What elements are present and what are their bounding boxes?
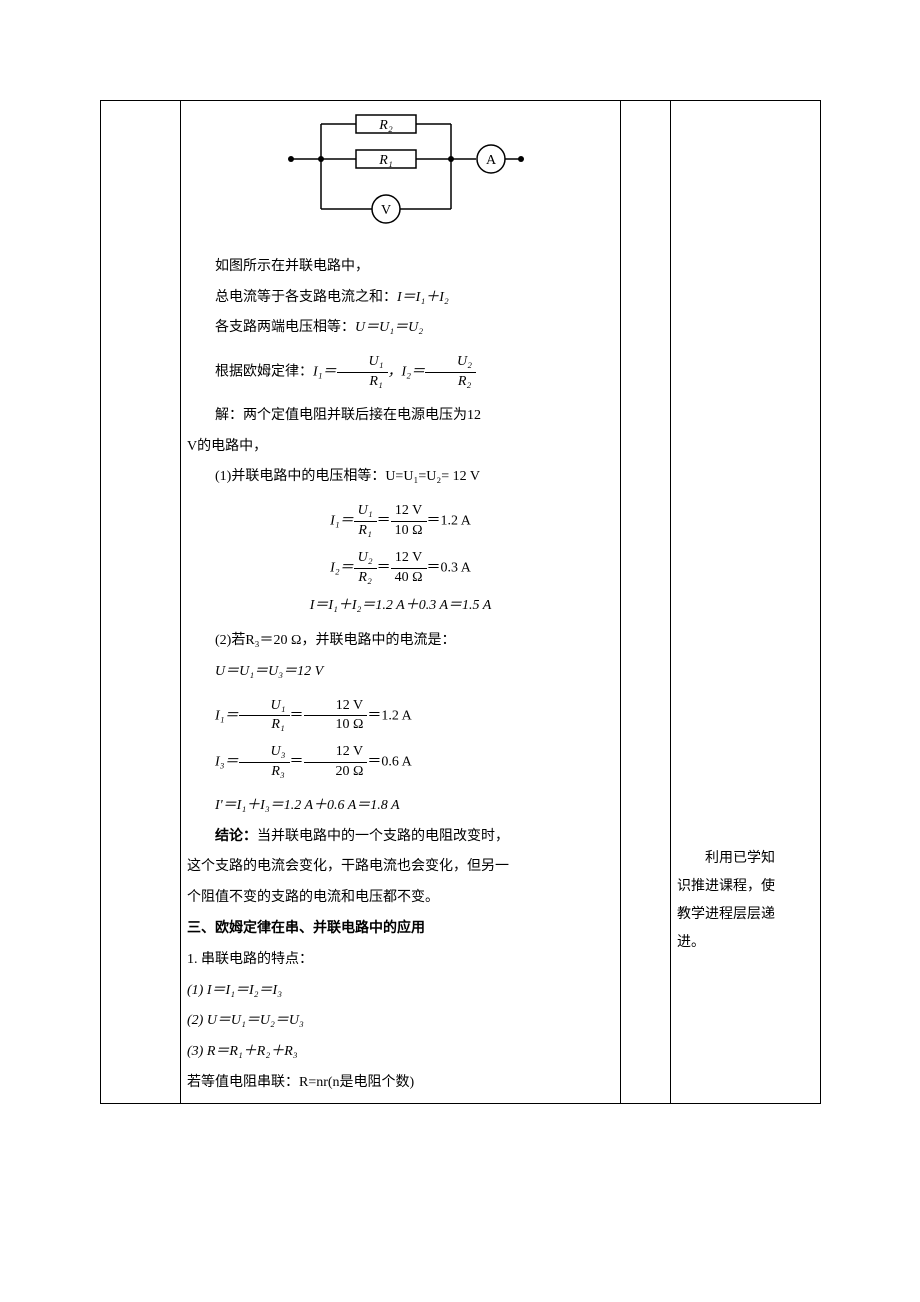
main-content: R₂ R₁ A V 如图所示在并联电路中， 总电流等于各支路电流之和：I＝I₁＋… <box>187 109 614 1099</box>
line-1: 如图所示在并联电路中， <box>187 252 614 283</box>
rightnote-a: 利用已学知 <box>677 845 814 873</box>
line-5b: V的电路中， <box>187 432 614 463</box>
eq-2: I₂＝U₂R₂＝12 V40 Ω＝0.3 A <box>187 550 614 587</box>
circuit-diagram: R₂ R₁ A V <box>187 109 614 242</box>
eq-1: I₁＝U₁R₁＝12 V10 Ω＝1.2 A <box>187 503 614 540</box>
r2-label: R₂ <box>378 118 393 133</box>
line-5a: 解：两个定值电阻并联后接在电源电压为12 <box>187 401 614 432</box>
series-1a: (1) I＝I₁＝I₂＝I₃ <box>187 976 614 1007</box>
col-main: R₂ R₁ A V 如图所示在并联电路中， 总电流等于各支路电流之和：I＝I₁＋… <box>181 101 621 1104</box>
right-note: 利用已学知 识推进课程，使 教学进程层层递 进。 <box>677 105 814 957</box>
eq-3: I＝I₁＋I₂＝1.2 A＋0.3 A＝1.5 A <box>187 596 614 616</box>
conclusion-a: 结论：当并联电路中的一个支路的电阻改变时， <box>187 822 614 853</box>
col-mid <box>621 101 671 1104</box>
line-7b: U＝U₁＝U₃＝12 V <box>187 657 614 688</box>
col-left <box>101 101 181 1104</box>
line-3: 各支路两端电压相等：U＝U₁＝U₂ <box>187 313 614 344</box>
line-2: 总电流等于各支路电流之和：I＝I₁＋I₂ <box>187 283 614 314</box>
line-4: 根据欧姆定律：I₁＝U₁R₁，I₂＝U₂R₂ <box>187 354 614 391</box>
rightnote-b: 识推进课程，使 <box>677 873 814 901</box>
r1-label: R₁ <box>378 153 392 168</box>
series-1: 1. 串联电路的特点： <box>187 945 614 976</box>
layout-table: R₂ R₁ A V 如图所示在并联电路中， 总电流等于各支路电流之和：I＝I₁＋… <box>100 100 821 1104</box>
series-1b: (2) U＝U₁＝U₂＝U₃ <box>187 1006 614 1037</box>
line-6: (1)并联电路中的电压相等：U=U₁=U₂= 12 V <box>187 462 614 493</box>
col-right: 利用已学知 识推进课程，使 教学进程层层递 进。 <box>671 101 821 1104</box>
rightnote-d: 进。 <box>677 929 814 957</box>
circuit-svg: R₂ R₁ A V <box>271 109 531 229</box>
ammeter-label: A <box>485 153 496 168</box>
eq-5: I₃＝U₃R₃＝12 V20 Ω＝0.6 A <box>187 744 614 781</box>
series-1d: 若等值电阻串联：R=nr(n是电阻个数) <box>187 1068 614 1099</box>
eq-4: I₁＝U₁R₁＝12 V10 Ω＝1.2 A <box>187 698 614 735</box>
heading-3: 三、欧姆定律在串、并联电路中的应用 <box>187 914 614 945</box>
page: R₂ R₁ A V 如图所示在并联电路中， 总电流等于各支路电流之和：I＝I₁＋… <box>0 0 920 1302</box>
conclusion-b: 这个支路的电流会变化，干路电流也会变化，但另一 <box>187 852 614 883</box>
line-7a: (2)若R₃＝20 Ω，并联电路中的电流是： <box>187 626 614 657</box>
eq-6: I'＝I₁＋I₃＝1.2 A＋0.6 A＝1.8 A <box>187 791 614 822</box>
voltmeter-label: V <box>380 203 390 218</box>
series-1c: (3) R＝R₁＋R₂＋R₃ <box>187 1037 614 1068</box>
rightnote-c: 教学进程层层递 <box>677 901 814 929</box>
conclusion-c: 个阻值不变的支路的电流和电压都不变。 <box>187 883 614 914</box>
